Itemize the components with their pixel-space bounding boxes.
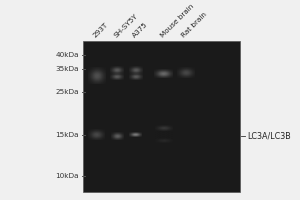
Text: Mouse brain: Mouse brain xyxy=(159,3,195,39)
Text: 10kDa: 10kDa xyxy=(56,173,79,179)
Bar xyxy=(83,41,240,192)
Text: LC3A/LC3B: LC3A/LC3B xyxy=(247,131,291,140)
Text: A375: A375 xyxy=(131,21,149,39)
Text: 293T: 293T xyxy=(92,22,109,39)
Text: SH-SY5Y: SH-SY5Y xyxy=(113,13,139,39)
Text: 25kDa: 25kDa xyxy=(56,89,79,95)
Text: 40kDa: 40kDa xyxy=(56,52,79,58)
Text: 35kDa: 35kDa xyxy=(56,66,79,72)
Text: Rat brain: Rat brain xyxy=(181,11,208,39)
Text: 15kDa: 15kDa xyxy=(56,132,79,138)
